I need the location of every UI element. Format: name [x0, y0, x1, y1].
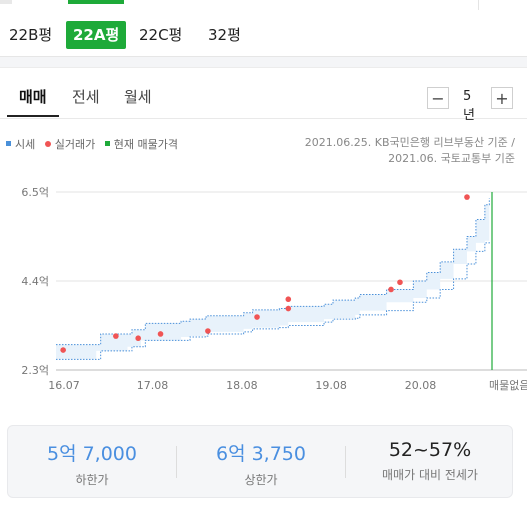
section-gap — [0, 57, 527, 68]
tab-area-32[interactable]: 32평 — [208, 26, 241, 44]
legend-item-current-listing: 현재 매물가격 — [104, 136, 178, 152]
x-tick-label: 16.07 — [48, 379, 80, 392]
market-price-lower-line — [56, 240, 490, 360]
tab-sale[interactable]: 매매 — [19, 88, 47, 106]
stat-value: 52~57% — [388, 439, 472, 461]
period-value: 5년 — [463, 89, 475, 123]
stat-value: 5억 7,000 — [46, 443, 137, 465]
actual-deal-point — [60, 347, 66, 353]
actual-deal-point — [464, 194, 470, 200]
stat-label: 매매가 대비 전세가 — [382, 468, 478, 482]
actual-deal-point — [285, 305, 292, 312]
stat-label: 상한가 — [244, 473, 278, 487]
area-tab-bar: 22B평 22A평 22C평 32평 — [0, 10, 527, 57]
stat-lower-price: 5억 7,000 하한가 — [8, 426, 176, 488]
actual-deal-point — [157, 331, 164, 337]
actual-deal-point — [285, 296, 292, 303]
stat-value: 6억 3,750 — [215, 443, 306, 465]
y-tick-label: 2.3억 — [21, 364, 49, 377]
stat-divider — [176, 446, 177, 478]
actual-deal-point — [135, 335, 141, 342]
price-trend-chart: 6.5억 4.4억 2.3억 16.07 17.08 18.08 19.08 20.08 매물없… — [21, 186, 527, 392]
market-price-band-area — [56, 198, 490, 360]
legend-label: 실거래가 — [54, 138, 96, 151]
stat-divider — [345, 446, 346, 478]
price-summary-box: 5억 7,000 하한가 6억 3,750 상한가 52~57% 매매가 대비 … — [7, 425, 513, 498]
chart-legend: 시세 실거래가 현재 매물가격 — [6, 136, 184, 152]
period-decrease-button[interactable]: − — [427, 87, 449, 109]
y-tick-label: 6.5억 — [21, 186, 49, 199]
tab-jeonse[interactable]: 전세 — [72, 88, 100, 106]
strip-segment — [0, 0, 12, 4]
no-listing-label: 매물없음 — [489, 379, 527, 392]
actual-deal-point — [113, 333, 119, 339]
x-tick-label: 18.08 — [226, 379, 258, 392]
x-tick-label: 20.08 — [405, 379, 437, 392]
tab-area-22b[interactable]: 22B평 — [9, 26, 53, 44]
legend-label: 시세 — [15, 138, 36, 151]
active-tab-underline — [7, 115, 59, 117]
stat-upper-price: 6억 3,750 상한가 — [177, 426, 345, 488]
market-price-upper-line — [56, 198, 490, 346]
y-tick-label: 4.4억 — [21, 275, 49, 288]
top-scroll-strip — [0, 0, 527, 10]
data-source-note: 2021.06.25. KB국민은행 리브부동산 기준 / 2021.06. 국… — [305, 135, 515, 167]
x-tick-label: 19.08 — [315, 379, 347, 392]
legend-label: 현재 매물가격 — [113, 138, 178, 151]
strip-active-indicator — [68, 0, 124, 4]
actual-deal-point — [388, 286, 394, 293]
tab-area-22c[interactable]: 22C평 — [139, 26, 183, 44]
legend-item-market-price: 시세 — [6, 136, 35, 152]
current-listing-swatch-icon — [104, 141, 110, 146]
market-price-swatch-icon — [6, 141, 11, 146]
deal-type-tabs: 매매 전세 월세 — [0, 78, 527, 119]
x-tick-label: 17.08 — [137, 379, 169, 392]
strip-divider — [478, 0, 479, 10]
source-line-2: 2021.06. 국토교통부 기준 — [388, 152, 515, 165]
stat-label: 하한가 — [75, 473, 109, 487]
tab-area-22a[interactable]: 22A평 — [66, 21, 127, 49]
actual-deal-dot-icon — [44, 141, 51, 147]
actual-deal-point — [254, 314, 260, 320]
actual-deal-point — [205, 328, 211, 334]
period-increase-button[interactable]: + — [491, 87, 513, 109]
source-line-1: 2021.06.25. KB국민은행 리브부동산 기준 / — [304, 136, 515, 149]
actual-deal-point — [397, 279, 403, 286]
legend-item-actual-deals: 실거래가 — [44, 136, 96, 152]
stat-jeonse-ratio: 52~57% 매매가 대비 전세가 — [346, 426, 514, 483]
tab-monthly-rent[interactable]: 월세 — [124, 88, 152, 106]
